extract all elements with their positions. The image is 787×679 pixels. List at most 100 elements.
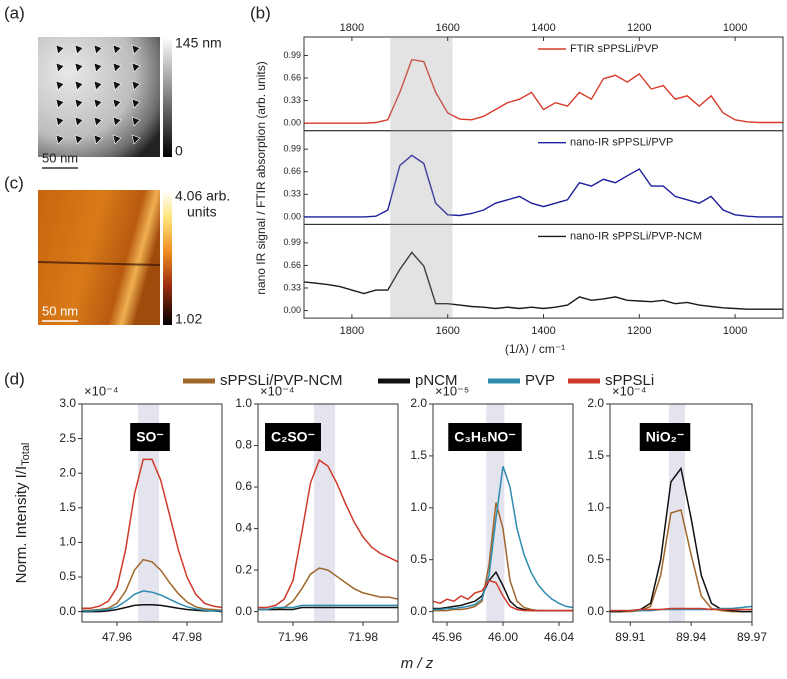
x-tick-label: 89.97 [737, 630, 767, 644]
y-tick-label: 1.0 [410, 500, 427, 514]
x2-tick-label: 1400 [531, 22, 555, 34]
y-tick-label: 1.5 [59, 500, 76, 514]
axis-multiplier: ×10⁻⁵ [435, 383, 469, 398]
tip [112, 80, 122, 91]
y-tick-label: 0.2 [235, 562, 252, 576]
tip [55, 116, 65, 127]
y-tick-label: 1.5 [410, 448, 427, 462]
y-tick-label: 0.66 [283, 72, 301, 82]
panel-label: (c) [4, 173, 24, 192]
ms-line [258, 606, 398, 611]
tip [131, 116, 141, 127]
y-tick-label: 3.0 [59, 396, 76, 410]
y-tick-label: 2.0 [59, 465, 76, 479]
y-axis-label: Norm. Intensity I/ITotal [13, 443, 32, 584]
x-tick-label: 47.96 [102, 630, 132, 644]
y-tick-label: 0.33 [283, 95, 301, 105]
axis-multiplier: ×10⁻⁴ [84, 383, 119, 398]
axis-multiplier: ×10⁻⁴ [612, 383, 647, 398]
colorbar-label: 1.02 [175, 311, 202, 327]
y-tick-label: 0.5 [59, 569, 76, 583]
nano-ir-image [38, 190, 160, 325]
y-tick-label: 0.0 [59, 604, 76, 618]
y-tick-label: 0.66 [283, 166, 301, 176]
tip [55, 134, 65, 145]
y-tick-label: 1.0 [587, 500, 604, 514]
title-box [639, 423, 691, 451]
colorbar-label: 4.06 arb. [175, 188, 230, 204]
tip [55, 44, 65, 55]
x-tick-label: 1400 [531, 325, 555, 337]
subplot-frame [609, 403, 753, 623]
title-box [448, 423, 522, 451]
x-tick-label: 1200 [627, 325, 651, 337]
spectrum-line [304, 154, 783, 218]
highlight-band [390, 37, 453, 319]
y-axis-label: nano IR signal / FTIR absorption (arb. u… [254, 61, 268, 294]
x-tick-label: 1600 [435, 325, 459, 337]
colorbar-label: 0 [175, 143, 183, 159]
colorbar [163, 37, 172, 157]
panel-label: (d) [4, 369, 25, 388]
y-tick-label: 1.0 [235, 396, 252, 410]
tip [74, 80, 84, 91]
ms-line [82, 458, 223, 609]
tip [131, 98, 141, 109]
y-tick-label: 0.0 [587, 604, 604, 618]
tip [131, 44, 141, 55]
tip [74, 44, 84, 55]
subplot-title: SO⁻ [136, 429, 164, 445]
highlight-band [668, 404, 686, 622]
y-axis-label-sub: Total [20, 443, 32, 466]
tip [55, 98, 65, 109]
tip-pattern [55, 44, 141, 145]
y-tick-label: 0.4 [235, 521, 252, 535]
tip [74, 134, 84, 145]
x-tick-label: 47.98 [172, 630, 202, 644]
panel-label: (a) [4, 3, 25, 22]
y-tick-label: 0.33 [283, 189, 301, 199]
ms-line [82, 590, 222, 612]
tip [131, 62, 141, 73]
subplot-title: NiO₂⁻ [646, 429, 685, 445]
tip [93, 44, 103, 55]
subplot-frame [257, 403, 399, 623]
x-tick-label: 71.96 [278, 630, 308, 644]
tip [131, 134, 141, 145]
ms-line [82, 558, 223, 611]
colorbar-label: units [187, 204, 217, 220]
tip [74, 98, 84, 109]
tip [93, 62, 103, 73]
y-tick-label: 0.66 [283, 260, 301, 270]
y-tick-label: 0.0 [235, 604, 252, 618]
subplot-frame [303, 130, 784, 225]
y-tick-label: 0.33 [283, 282, 301, 292]
x-tick-label: 1000 [723, 325, 747, 337]
y-tick-label: 0.5 [410, 552, 427, 566]
y-tick-label: 2.0 [410, 396, 427, 410]
tip [112, 44, 122, 55]
ms-line [610, 607, 752, 612]
x2-tick-label: 1600 [435, 22, 459, 34]
x2-tick-label: 1000 [723, 22, 747, 34]
tip [55, 62, 65, 73]
subplot-frame [303, 223, 784, 319]
y-tick-label: 0.99 [283, 50, 301, 60]
x-axis-label: (1/λ) / cm⁻¹ [505, 342, 565, 356]
tip [74, 116, 84, 127]
highlight-band [138, 404, 159, 622]
y-tick-label: 0.99 [283, 144, 301, 154]
x-axis-label: m / z [401, 655, 434, 672]
tip [74, 62, 84, 73]
tip [93, 134, 103, 145]
tip [112, 62, 122, 73]
x-tick-label: 45.96 [432, 630, 462, 644]
y-tick-label: 0.00 [283, 305, 301, 315]
tip [131, 80, 141, 91]
legend-label: sPPSLi/PVP-NCM [220, 372, 343, 389]
subplot-title: C₂SO⁻ [271, 429, 315, 445]
y-tick-label: 0.5 [587, 552, 604, 566]
ms-line [432, 579, 573, 612]
tip [112, 134, 122, 145]
tip [55, 80, 65, 91]
